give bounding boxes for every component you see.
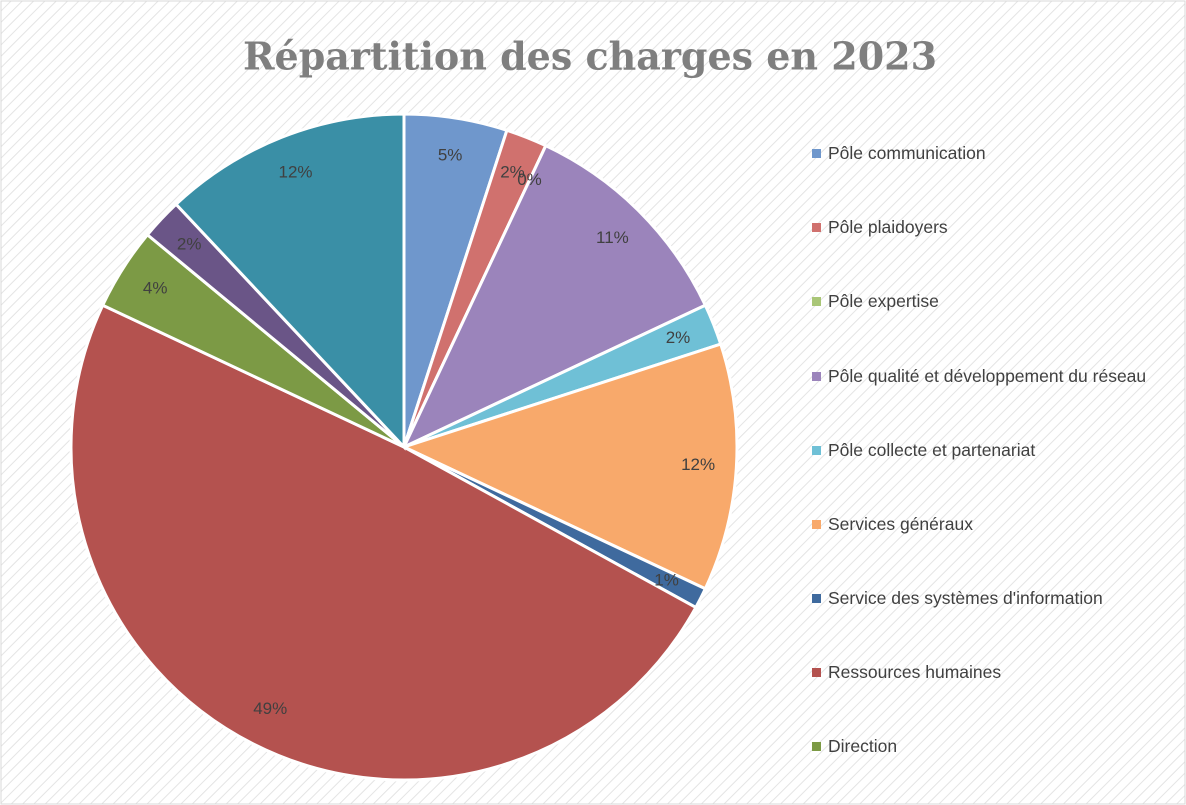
legend-entry: Direction <box>812 732 1152 760</box>
data-label: 5% <box>438 145 463 164</box>
legend-swatch <box>812 594 821 603</box>
pie-slice <box>399 342 739 591</box>
data-label: 2% <box>666 328 691 347</box>
pie-slice <box>173 112 406 451</box>
legend-label: Pôle plaidoyers <box>828 217 948 237</box>
data-label: 12% <box>278 162 312 181</box>
chart-title: Répartition des charges en 2023 <box>243 34 937 79</box>
legend-swatch <box>812 520 821 529</box>
legend-swatch <box>812 742 821 751</box>
legend-swatch <box>812 223 821 232</box>
legend-entry: Ressources humaines <box>812 658 1152 686</box>
legend-entry: Pôle communication <box>812 139 1152 167</box>
data-label: 4% <box>143 279 168 298</box>
data-label: 0% <box>517 170 542 189</box>
legend-entry: Services généraux <box>812 510 1152 538</box>
legend-entry: Service des systèmes d'information <box>812 584 1152 612</box>
data-label: 2% <box>177 235 202 254</box>
legend-label: Service des systèmes d'information <box>828 588 1103 608</box>
legend-label: Pôle qualité et développement du réseau <box>828 366 1147 386</box>
legend-label: Services généraux <box>828 514 973 534</box>
data-label: 11% <box>596 228 629 247</box>
legend-label: Direction <box>828 736 898 756</box>
legend-swatch <box>812 372 821 381</box>
legend-swatch <box>812 297 821 306</box>
legend-label: Ressources humaines <box>828 662 1002 682</box>
data-label: 2% <box>500 162 525 181</box>
legend-entry: Pôle plaidoyers <box>812 213 1152 241</box>
legend-entry: Pôle collecte et partenariat <box>812 436 1152 464</box>
legend-swatch <box>812 446 821 455</box>
pie-slice <box>69 303 698 782</box>
legend-entry: Pôle expertise <box>812 287 1152 315</box>
legend-swatch <box>812 149 821 158</box>
data-label: 12% <box>681 455 715 474</box>
legend-label: Pôle expertise <box>828 291 939 311</box>
legend-label: Pôle communication <box>828 143 986 163</box>
data-label: 1% <box>654 570 679 589</box>
legend-entry: Pôle qualité et développement du réseau <box>812 362 1152 390</box>
data-label: 49% <box>253 699 287 718</box>
legend-label: Pôle collecte et partenariat <box>828 440 1036 460</box>
legend-swatch <box>812 668 821 677</box>
pie-slice <box>400 143 708 451</box>
